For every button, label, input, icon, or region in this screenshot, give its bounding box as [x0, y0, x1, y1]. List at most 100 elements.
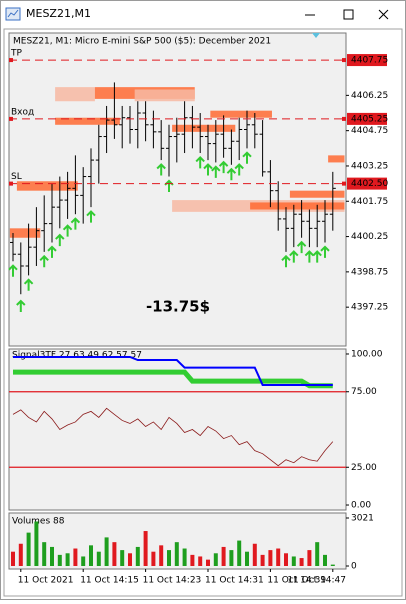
- buy-arrow: [234, 163, 244, 176]
- buy-arrow: [242, 151, 252, 164]
- y-tick-label: 4406.25: [351, 91, 388, 101]
- volume-bar: [213, 553, 218, 566]
- volume-bar: [206, 559, 210, 566]
- buy-arrow: [218, 160, 229, 174]
- volume-bar: [73, 548, 78, 566]
- profit-annotation: -13.75$: [146, 298, 210, 316]
- buy-arrow: [8, 264, 18, 277]
- volume-bar: [167, 550, 171, 566]
- volume-bar: [135, 546, 140, 566]
- volume-bar: [112, 542, 117, 566]
- volume-bar: [81, 556, 86, 566]
- volume-bar: [307, 550, 312, 566]
- buy-arrow: [296, 240, 307, 254]
- buy-arrow: [320, 245, 330, 258]
- volume-bar: [291, 556, 296, 566]
- volume-bar: [34, 521, 39, 566]
- volume-bar: [252, 543, 257, 566]
- x-tick-label: 11 Oct 2021: [18, 576, 74, 586]
- x-tick-label: 11 Oct 14:23: [143, 576, 202, 586]
- volume-bar: [268, 550, 273, 566]
- volume-bar: [26, 532, 31, 566]
- indicator-plot: [8, 348, 347, 511]
- y-tick-label: 4400.25: [351, 232, 388, 242]
- volume-bar: [299, 558, 304, 566]
- volume-bar: [57, 554, 62, 566]
- volume-title: Volumes 88: [12, 517, 65, 527]
- volume-bar: [237, 540, 242, 566]
- y-tick-label: 3021: [351, 513, 374, 523]
- buy-arrow: [156, 163, 166, 176]
- indicator-title: Signal3TF 27.63 49.62 57.57: [12, 351, 142, 361]
- level-end: [9, 181, 13, 186]
- y-tick-label: 4401.75: [351, 197, 388, 207]
- buy-arrow: [289, 250, 299, 263]
- signal-zone: [250, 202, 345, 210]
- volume-bar: [159, 545, 164, 566]
- volume-bar: [221, 546, 226, 566]
- shift-marker: [312, 33, 320, 38]
- level-end: [342, 58, 346, 63]
- volume-bar: [96, 551, 101, 566]
- volume-bar: [315, 542, 320, 566]
- signal-zone: [134, 89, 195, 102]
- volume-bar: [42, 542, 47, 566]
- volume-bar: [229, 550, 234, 566]
- y-tick-label: 100.00: [351, 349, 383, 359]
- chart-title: MESZ21, M1: Micro E-mini S&P 500 ($5): D…: [13, 37, 271, 47]
- volume-bar: [198, 556, 203, 566]
- volume-bar: [323, 554, 327, 566]
- volume-bar: [143, 531, 148, 566]
- buy-arrow: [70, 217, 81, 230]
- level-end: [9, 116, 13, 121]
- volume-bar: [276, 548, 281, 566]
- level-name: Вход: [11, 107, 34, 117]
- buy-arrow: [39, 254, 49, 268]
- buy-arrow: [211, 165, 221, 178]
- level-name: SL: [11, 172, 22, 182]
- level-label: 4405.25: [351, 114, 388, 124]
- signal-zone: [289, 190, 345, 198]
- volume-bar: [104, 537, 109, 566]
- y-tick-label: 4403.25: [351, 161, 388, 171]
- buy-arrow: [304, 250, 315, 263]
- buy-arrow: [86, 210, 96, 223]
- signal-zone: [16, 181, 78, 191]
- volume-bar: [245, 551, 249, 566]
- volume-bar: [151, 551, 156, 566]
- volume-bar: [284, 553, 288, 566]
- signal-zone: [172, 124, 236, 132]
- maximize-button[interactable]: [343, 9, 354, 20]
- level-label: 4402.50: [351, 179, 388, 189]
- y-tick-label: 0: [351, 562, 357, 572]
- signal-zone: [210, 110, 272, 118]
- volume-bar: [330, 564, 335, 566]
- x-tick-label: 11 Oct 14:39: [267, 576, 326, 586]
- y-tick-label: 4404.75: [351, 126, 388, 136]
- level-name: TP: [10, 49, 22, 59]
- buy-arrow: [47, 245, 57, 258]
- y-tick-label: 4397.25: [351, 303, 388, 313]
- volume-bar: [260, 554, 265, 566]
- level-label-box: [347, 177, 387, 190]
- volume-bar: [182, 548, 187, 566]
- indicator-line: [13, 369, 333, 389]
- indicator-line: [13, 356, 333, 386]
- y-tick-label: 25.00: [351, 463, 377, 473]
- level-end: [342, 181, 346, 186]
- close-button[interactable]: [378, 9, 389, 20]
- y-tick-label: 0.00: [351, 501, 371, 511]
- level-label-box: [347, 112, 387, 125]
- signal-zone: [328, 155, 345, 163]
- buy-arrow: [226, 167, 237, 181]
- signal-zone: [55, 87, 95, 102]
- buy-arrow: [203, 163, 213, 176]
- volume-bar: [190, 554, 195, 566]
- volume-bar: [120, 550, 125, 566]
- volume-bar: [18, 543, 23, 566]
- x-tick-label: 11 Oct 14:31: [205, 576, 264, 586]
- app-icon-line: [7, 9, 19, 18]
- level-label: 4407.75: [351, 56, 388, 66]
- volume-bar: [128, 553, 132, 566]
